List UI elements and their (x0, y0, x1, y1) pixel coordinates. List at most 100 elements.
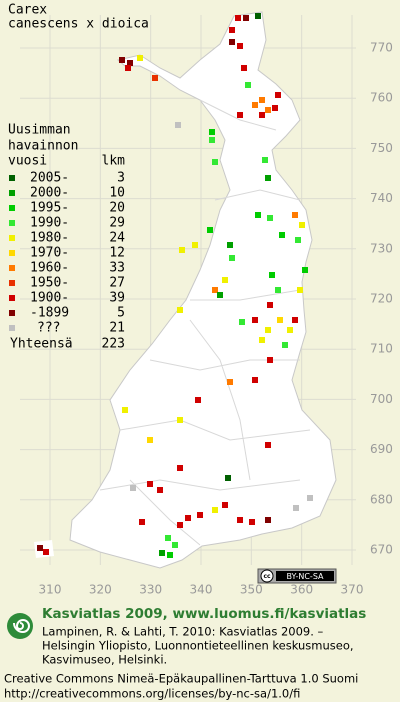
map-dot (237, 517, 243, 523)
title: Carex (8, 3, 47, 18)
map-dot (252, 377, 258, 383)
map-dot (227, 242, 233, 248)
map-dot (179, 247, 185, 253)
legend-count: 39 (109, 291, 125, 306)
map-dot (293, 505, 299, 511)
map-dot (272, 105, 278, 111)
y-label: 750 (370, 141, 393, 155)
legend-swatch (9, 175, 15, 181)
map-dot (237, 43, 243, 49)
map-dot (212, 159, 218, 165)
legend-count: 5 (117, 306, 125, 321)
map-dot (195, 397, 201, 403)
legend-swatch (9, 220, 15, 226)
map-dot (295, 237, 301, 243)
legend-total-label: Yhteensä (10, 337, 73, 352)
legend-label: 1950- (30, 276, 69, 291)
legend-total: 223 (102, 337, 125, 352)
y-label: 710 (370, 342, 393, 356)
legend-label: 2005- (30, 171, 69, 186)
map-dot (262, 157, 268, 163)
x-label: 350 (240, 583, 263, 597)
y-label: 690 (370, 442, 393, 456)
map-dot (252, 102, 258, 108)
map-dot (139, 519, 145, 525)
map-dot (265, 175, 271, 181)
y-label: 770 (370, 41, 393, 55)
legend-label: 1990- (30, 216, 69, 231)
map-dot (275, 287, 281, 293)
license-badge: cc BY-NC-SA (257, 568, 337, 584)
legend-label: 2000- (30, 186, 69, 201)
map-dot (282, 342, 288, 348)
badge-circle (260, 569, 274, 583)
legend-label: ??? (37, 321, 60, 336)
legend-label: 1960- (30, 261, 69, 276)
map-dot (229, 27, 235, 33)
map-dot (125, 65, 131, 71)
map-dot (287, 327, 293, 333)
map-dot (177, 465, 183, 471)
map-dot (241, 65, 247, 71)
map-dot (127, 60, 133, 66)
map-dot (292, 317, 298, 323)
y-label: 670 (370, 543, 393, 557)
map-dot (297, 287, 303, 293)
legend-label: 1995- (30, 201, 69, 216)
citation: Helsingin Yliopisto, Luonnontieteellinen… (42, 639, 354, 653)
legend-label: -1899 (30, 306, 69, 321)
y-label: 700 (370, 392, 393, 406)
map-dot (217, 292, 223, 298)
map-dot (122, 407, 128, 413)
map-dot (269, 272, 275, 278)
y-label: 730 (370, 241, 393, 255)
badge-text: BY-NC-SA (286, 572, 324, 581)
map-dot (259, 112, 265, 118)
map-dot (259, 97, 265, 103)
legend-count: 20 (109, 201, 125, 216)
finland-outline (69, 11, 337, 569)
map-dot (299, 222, 305, 228)
footer-site: Kasviatlas 2009, www.luomus.fi/kasviatla… (42, 606, 366, 622)
map-dot (229, 255, 235, 261)
license: Creative Commons Nimeä-Epäkaupallinen-Ta… (4, 672, 358, 686)
map-dot (177, 522, 183, 528)
map-dot (177, 307, 183, 313)
map-dot (255, 13, 261, 19)
map-dot (302, 267, 308, 273)
legend-swatch (9, 295, 15, 301)
legend-swatch (9, 235, 15, 241)
title: canescens x dioica (8, 17, 149, 32)
legend-count-heading: lkm (102, 154, 126, 169)
map-dot (239, 319, 245, 325)
legend-swatch (9, 265, 15, 271)
badge-inner (276, 571, 334, 581)
map-dot (172, 542, 178, 548)
legend-count: 21 (109, 321, 125, 336)
map-dot (212, 507, 218, 513)
map-dot (229, 39, 235, 45)
map-dot (235, 15, 241, 21)
legend-swatch (9, 250, 15, 256)
map-dot (147, 437, 153, 443)
map-dot (147, 481, 153, 487)
legend-heading: vuosi (8, 154, 47, 169)
map-dot (119, 57, 125, 63)
map-dot (167, 552, 173, 558)
map-dot (267, 302, 273, 308)
legend-count: 12 (109, 246, 125, 261)
map-dot (252, 317, 258, 323)
legend-swatch (9, 310, 15, 316)
map-dot (275, 92, 281, 98)
x-label: 360 (290, 583, 313, 597)
map-dot (43, 549, 49, 555)
map-dot (245, 82, 251, 88)
map-dot (227, 379, 233, 385)
map-dot (209, 129, 215, 135)
logo (7, 613, 33, 639)
map-dot (255, 212, 261, 218)
map-dot (175, 122, 181, 128)
